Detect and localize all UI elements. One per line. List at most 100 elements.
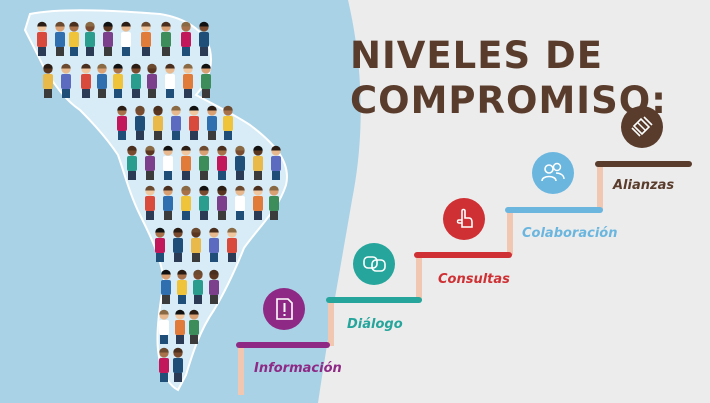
title-line-1: NIVELES DE xyxy=(350,34,604,77)
person-body xyxy=(235,196,245,211)
person-hair xyxy=(145,185,155,191)
person-legs xyxy=(194,295,202,304)
person-legs xyxy=(160,335,168,344)
step-label-consultas: Consultas xyxy=(438,272,510,287)
person-figure xyxy=(235,145,245,180)
person-body xyxy=(189,320,199,335)
person-figure xyxy=(209,227,219,262)
person-legs xyxy=(176,335,184,344)
person-hair xyxy=(173,347,183,353)
person-hair xyxy=(55,21,65,27)
person-legs xyxy=(82,89,90,98)
person-hair xyxy=(161,269,171,275)
person-figure xyxy=(103,21,113,56)
person-legs xyxy=(162,295,170,304)
continent-outline xyxy=(23,9,288,392)
person-figure xyxy=(153,105,163,140)
person-figure xyxy=(147,63,157,98)
person-hair xyxy=(181,185,191,191)
person-legs xyxy=(270,211,278,220)
person-legs xyxy=(182,47,190,56)
person-figure xyxy=(163,185,173,220)
person-body xyxy=(209,238,219,253)
riser-1 xyxy=(238,348,244,395)
person-hair xyxy=(147,63,157,69)
person-body xyxy=(163,196,173,211)
person-legs xyxy=(178,295,186,304)
person-legs xyxy=(174,253,182,262)
riser-5 xyxy=(597,167,603,210)
step-label-alianzas: Alianzas xyxy=(613,178,675,193)
person-hair xyxy=(37,21,47,27)
person-body xyxy=(163,156,173,171)
person-body xyxy=(161,32,171,47)
person-body xyxy=(223,116,233,131)
person-body xyxy=(61,74,71,89)
person-hair xyxy=(191,227,201,233)
person-legs xyxy=(128,171,136,180)
person-figure xyxy=(181,145,191,180)
person-figure xyxy=(117,105,127,140)
person-hair xyxy=(235,185,245,191)
person-body xyxy=(81,74,91,89)
person-legs xyxy=(146,171,154,180)
person-body xyxy=(135,116,145,131)
person-hair xyxy=(163,185,173,191)
person-hair xyxy=(113,63,123,69)
person-figure xyxy=(235,185,245,220)
person-legs xyxy=(218,211,226,220)
person-body xyxy=(155,238,165,253)
person-body xyxy=(173,358,183,373)
person-body xyxy=(171,116,181,131)
person-body xyxy=(37,32,47,47)
person-body xyxy=(117,116,127,131)
person-hair xyxy=(183,63,193,69)
person-legs xyxy=(148,89,156,98)
person-legs xyxy=(182,211,190,220)
person-hair xyxy=(155,227,165,233)
person-hair xyxy=(159,309,169,315)
person-figure xyxy=(193,269,203,304)
person-body xyxy=(159,358,169,373)
person-figure xyxy=(165,63,175,98)
person-hair xyxy=(141,21,151,27)
person-legs xyxy=(164,171,172,180)
person-body xyxy=(145,156,155,171)
speech-bubbles-icon xyxy=(353,243,395,285)
person-body xyxy=(103,32,113,47)
person-hair xyxy=(199,145,209,151)
person-body xyxy=(55,32,65,47)
person-legs xyxy=(190,335,198,344)
person-body xyxy=(193,280,203,295)
person-figure xyxy=(183,63,193,98)
person-legs xyxy=(156,253,164,262)
person-figure xyxy=(269,185,279,220)
person-hair xyxy=(217,185,227,191)
person-hair xyxy=(61,63,71,69)
person-hair xyxy=(177,269,187,275)
person-hair xyxy=(127,145,137,151)
person-hair xyxy=(81,63,91,69)
person-hair xyxy=(271,145,281,151)
person-hair xyxy=(193,269,203,275)
person-legs xyxy=(218,171,226,180)
person-hair xyxy=(117,105,127,111)
step-tread-3 xyxy=(414,252,512,258)
person-figure xyxy=(217,145,227,180)
person-legs xyxy=(166,89,174,98)
person-legs xyxy=(224,131,232,140)
person-figure xyxy=(97,63,107,98)
person-body xyxy=(69,32,79,47)
person-legs xyxy=(210,253,218,262)
person-legs xyxy=(114,89,122,98)
person-hair xyxy=(207,105,217,111)
person-hair xyxy=(159,347,169,353)
person-figure xyxy=(177,269,187,304)
person-body xyxy=(207,116,217,131)
person-body xyxy=(181,196,191,211)
person-figure xyxy=(207,105,217,140)
person-body xyxy=(85,32,95,47)
person-hair xyxy=(43,63,53,69)
